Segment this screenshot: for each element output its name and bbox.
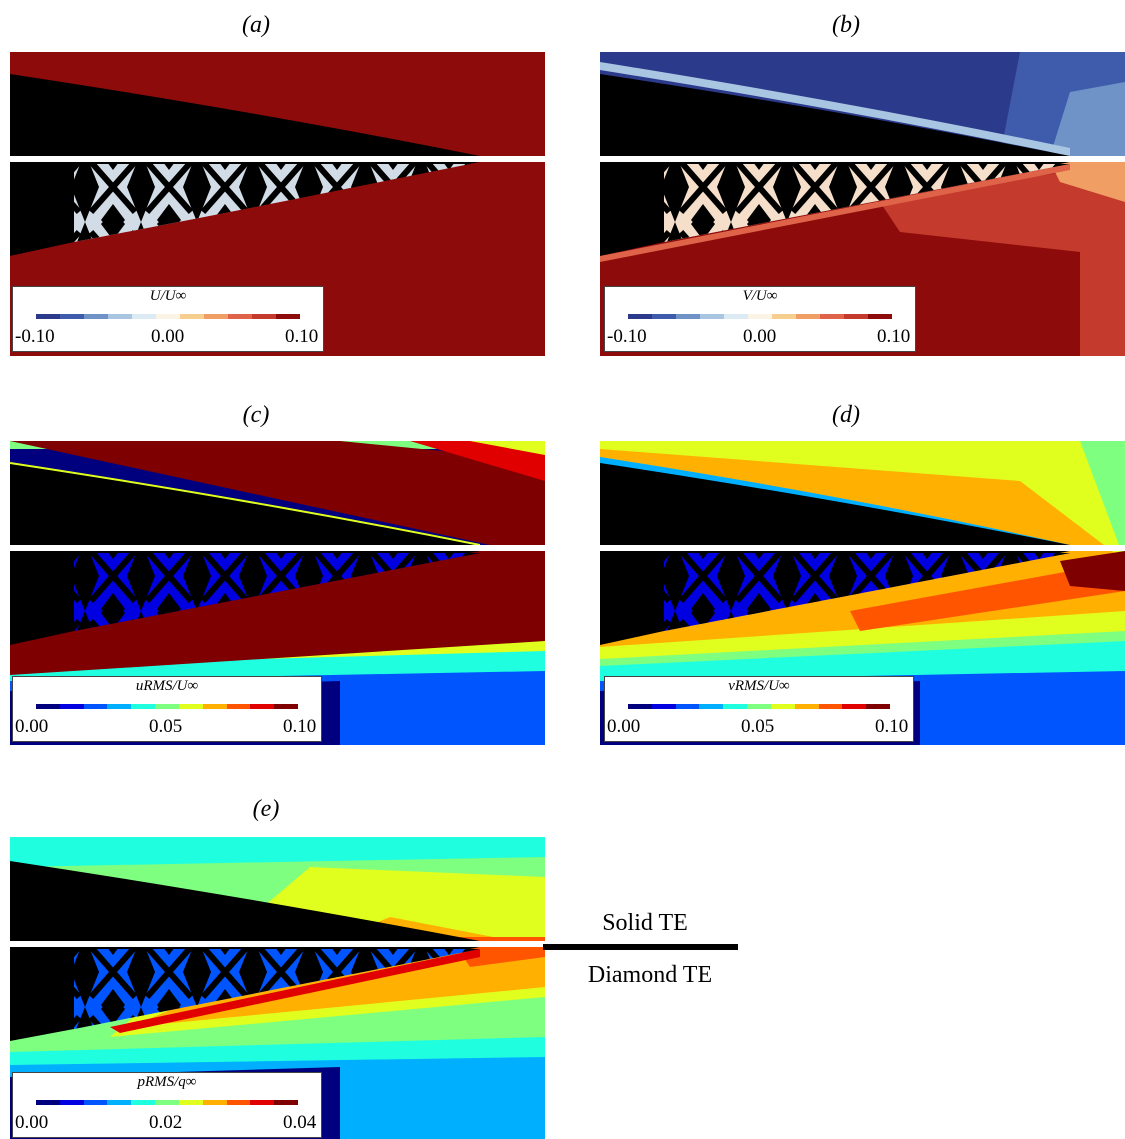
tick-min: 0.00: [15, 716, 49, 737]
tick-min: 0.00: [15, 1112, 49, 1133]
colorbar-strip: [628, 704, 890, 709]
tick-max: 0.04: [283, 1112, 317, 1133]
colorbar-title: uRMS/U∞: [135, 678, 199, 694]
colorbar-e: pRMS/q∞ 0.00 0.02 0.04: [12, 1072, 322, 1138]
tick-mid: 0.05: [149, 716, 183, 737]
panel-label-d: (d): [832, 402, 860, 428]
panel-label-b: (b): [832, 12, 860, 38]
colorbar-strip: [36, 1100, 298, 1105]
colorbar-title: U/U∞: [149, 288, 187, 304]
tick-max: 0.10: [875, 716, 909, 737]
tick-min: -0.10: [607, 326, 647, 347]
colorbar-strip: [628, 314, 892, 319]
colorbar-d: vRMS/U∞ 0.00 0.05 0.10: [604, 676, 914, 742]
colorbar-a: U/U∞ -0.10 0.00 0.10: [12, 286, 324, 352]
tick-max: 0.10: [877, 326, 911, 347]
colorbar-strip: [36, 314, 300, 319]
tick-mid: 0.05: [741, 716, 775, 737]
tick-min: -0.10: [15, 326, 55, 347]
panel-label-e: (e): [252, 796, 280, 822]
tick-min: 0.00: [607, 716, 641, 737]
tick-mid: 0.00: [743, 326, 777, 347]
legend-divider-line: [543, 944, 738, 950]
tick-mid: 0.00: [151, 326, 185, 347]
panel-label-c: (c): [242, 402, 270, 428]
colorbar-title: vRMS/U∞: [728, 678, 790, 694]
tick-mid: 0.02: [149, 1112, 183, 1133]
legend-solid-te: Solid TE: [602, 910, 688, 936]
tick-max: 0.10: [283, 716, 317, 737]
tick-max: 0.10: [285, 326, 319, 347]
colorbar-b: V/U∞ -0.10 0.00 0.10: [604, 286, 916, 352]
colorbar-strip: [36, 704, 298, 709]
colorbar-c: uRMS/U∞ 0.00 0.05 0.10: [12, 676, 322, 742]
colorbar-title: V/U∞: [742, 288, 778, 304]
panel-label-a: (a): [242, 12, 270, 38]
legend-diamond-te: Diamond TE: [587, 962, 713, 988]
colorbar-title: pRMS/q∞: [137, 1074, 197, 1090]
